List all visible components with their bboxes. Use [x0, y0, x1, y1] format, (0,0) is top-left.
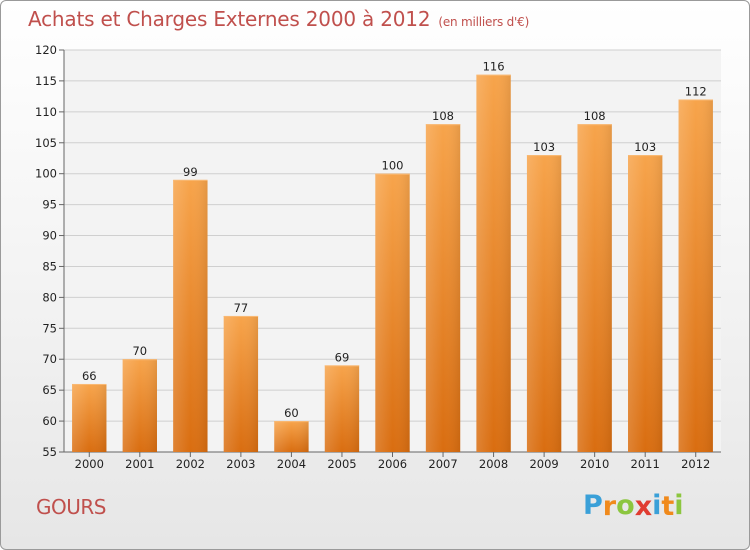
bar-shading	[476, 74, 511, 452]
x-tick-label: 2005	[327, 457, 356, 471]
value-label: 66	[82, 369, 97, 383]
value-label: 108	[584, 109, 606, 123]
x-tick-label: 2008	[479, 457, 508, 471]
value-label: 108	[432, 109, 454, 123]
y-tick-label: 80	[42, 290, 57, 304]
y-tick-label: 85	[42, 259, 57, 273]
logo-letter: o	[616, 490, 635, 521]
x-tick-label: 2011	[631, 457, 660, 471]
y-tick-label: 90	[42, 229, 57, 243]
y-tick-label: 75	[42, 321, 57, 335]
logo-letter: r	[602, 491, 617, 522]
x-tick-label: 2004	[277, 457, 306, 471]
value-label: 112	[685, 84, 707, 98]
commune-name: GOURS	[36, 495, 106, 519]
value-label: 69	[335, 350, 350, 364]
x-tick-label: 2012	[681, 457, 710, 471]
value-label: 103	[634, 140, 656, 154]
x-tick-label: 2000	[75, 457, 104, 471]
y-tick-label: 55	[42, 445, 57, 459]
x-tick-label: 2006	[378, 457, 407, 471]
chart-title-text: Achats et Charges Externes 2000 à 2012	[28, 7, 431, 31]
value-label: 70	[132, 344, 147, 358]
bar-shading	[678, 99, 713, 452]
labels: 55 60 65 70 75 80 85 90 95 100 105 110 115 120 66 2000 7…	[35, 43, 710, 471]
logo-letter: t	[661, 491, 675, 522]
chart-subtitle: (en milliers d'€)	[438, 15, 530, 29]
y-tick-label: 70	[42, 352, 57, 366]
value-label: 100	[382, 159, 404, 173]
bar-shading	[173, 179, 208, 452]
bar-shading	[628, 155, 663, 452]
y-tick-label: 100	[35, 167, 57, 181]
bar-shading	[122, 359, 157, 452]
x-tick-label: 2010	[580, 457, 609, 471]
logo-letter: i	[674, 490, 684, 521]
x-tick-label: 2001	[125, 457, 154, 471]
y-tick-label: 120	[35, 43, 57, 57]
value-label: 60	[284, 406, 299, 420]
bars	[72, 74, 713, 452]
chart-title: Achats et Charges Externes 2000 à 2012 (e…	[28, 7, 529, 31]
bar-shading	[425, 124, 461, 452]
bar-shading	[223, 315, 259, 452]
value-label: 116	[483, 60, 505, 74]
x-tick-label: 2007	[428, 457, 457, 471]
y-tick-label: 105	[35, 136, 57, 150]
bar-shading	[375, 173, 410, 452]
value-label: 99	[183, 165, 198, 179]
value-label: 103	[533, 140, 555, 154]
y-tick-label: 110	[35, 105, 57, 119]
bar-shading	[324, 365, 360, 452]
logo-letter: x	[634, 491, 653, 522]
y-tick-label: 95	[42, 198, 57, 212]
x-tick-label: 2003	[226, 457, 255, 471]
logo-letter: P	[583, 490, 603, 521]
bar-shading	[274, 421, 309, 452]
y-tick-label: 60	[42, 414, 57, 428]
value-label: 77	[234, 301, 249, 315]
bar-shading	[577, 124, 612, 452]
x-tick-label: 2009	[529, 457, 558, 471]
proxiti-logo: Proxiti	[583, 490, 684, 522]
bar-shading	[526, 155, 562, 452]
y-tick-label: 65	[42, 383, 57, 397]
y-tick-label: 115	[35, 74, 57, 88]
bar-shading	[72, 383, 107, 452]
logo-letter: i	[652, 490, 662, 521]
x-tick-label: 2002	[176, 457, 205, 471]
